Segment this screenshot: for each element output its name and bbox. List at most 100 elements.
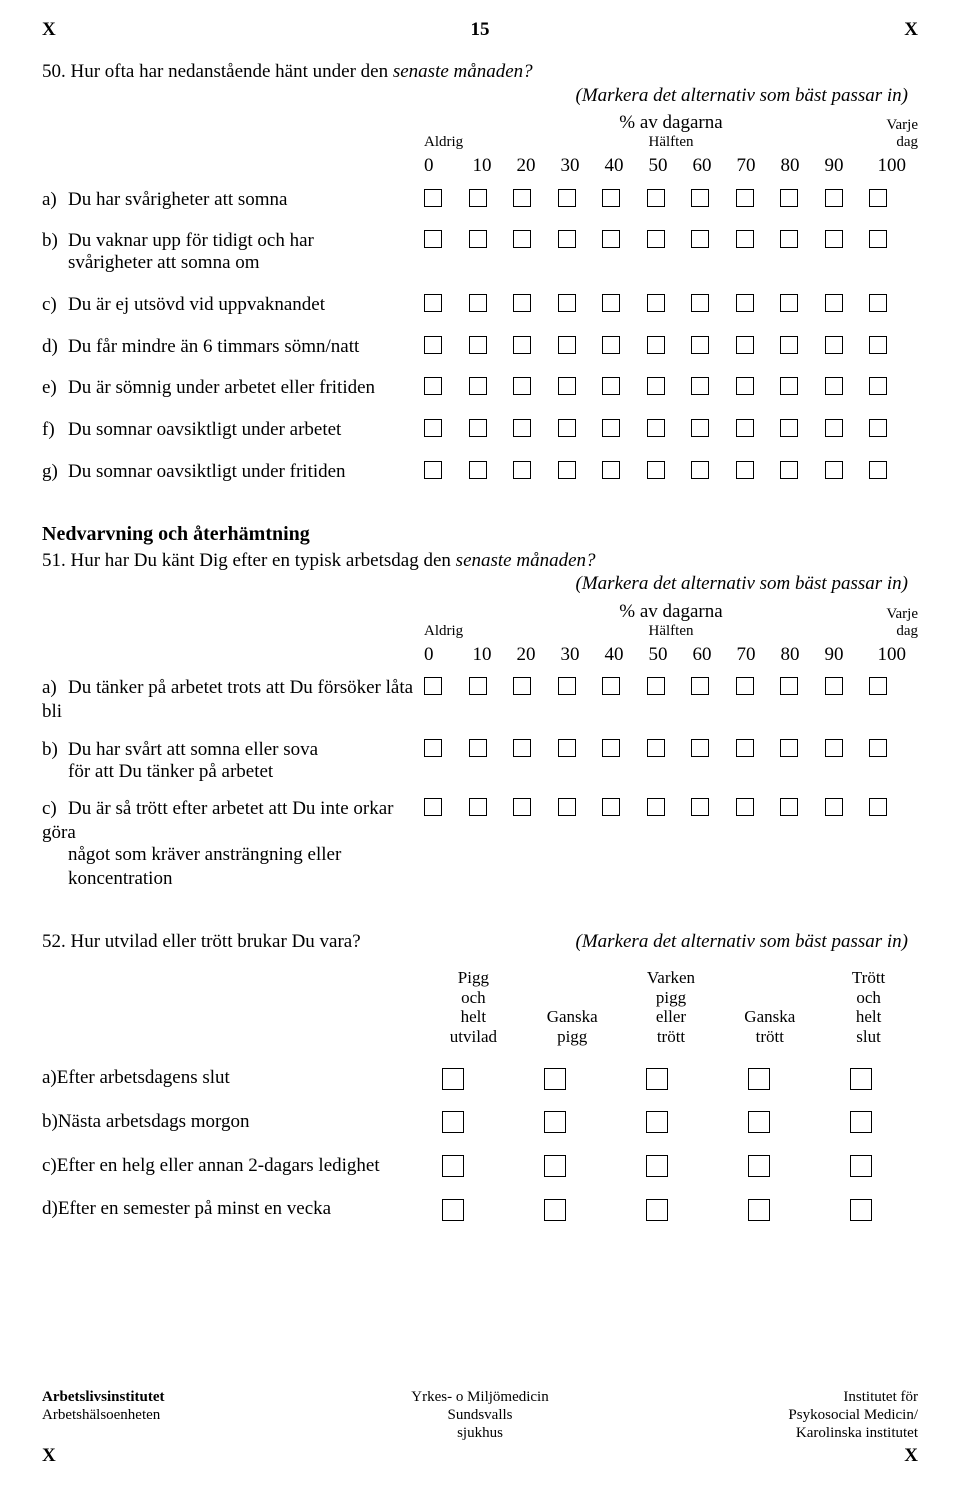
q51-a-checkbox-3[interactable] [558, 677, 576, 695]
q51-b-checkbox-2[interactable] [513, 739, 531, 757]
q50-b-checkbox-2[interactable] [513, 230, 531, 248]
q50-a-checkbox-10[interactable] [869, 189, 887, 207]
q50-c-checkbox-1[interactable] [469, 294, 487, 312]
q51-c-checkbox-8[interactable] [780, 798, 798, 816]
q50-e-checkbox-6[interactable] [691, 377, 709, 395]
q50-g-checkbox-3[interactable] [558, 461, 576, 479]
q50-c-checkbox-4[interactable] [602, 294, 620, 312]
q50-c-checkbox-5[interactable] [647, 294, 665, 312]
q52-d-checkbox-3[interactable] [748, 1199, 770, 1221]
q50-d-checkbox-2[interactable] [513, 336, 531, 354]
q52-c-checkbox-4[interactable] [850, 1155, 872, 1177]
q51-a-checkbox-2[interactable] [513, 677, 531, 695]
q51-b-checkbox-3[interactable] [558, 739, 576, 757]
q51-b-checkbox-7[interactable] [736, 739, 754, 757]
q50-a-checkbox-0[interactable] [424, 189, 442, 207]
q50-g-checkbox-6[interactable] [691, 461, 709, 479]
q51-b-checkbox-10[interactable] [869, 739, 887, 757]
q50-d-checkbox-7[interactable] [736, 336, 754, 354]
q52-b-checkbox-1[interactable] [544, 1111, 566, 1133]
q50-a-checkbox-3[interactable] [558, 189, 576, 207]
q52-b-checkbox-2[interactable] [646, 1111, 668, 1133]
q52-a-checkbox-2[interactable] [646, 1068, 668, 1090]
q52-c-checkbox-3[interactable] [748, 1155, 770, 1177]
q51-a-checkbox-7[interactable] [736, 677, 754, 695]
q50-a-checkbox-5[interactable] [647, 189, 665, 207]
q50-g-checkbox-7[interactable] [736, 461, 754, 479]
q50-c-checkbox-0[interactable] [424, 294, 442, 312]
q50-c-checkbox-8[interactable] [780, 294, 798, 312]
q51-c-checkbox-10[interactable] [869, 798, 887, 816]
q52-a-checkbox-0[interactable] [442, 1068, 464, 1090]
q50-a-checkbox-2[interactable] [513, 189, 531, 207]
q51-b-checkbox-4[interactable] [602, 739, 620, 757]
q50-a-checkbox-9[interactable] [825, 189, 843, 207]
q50-e-checkbox-3[interactable] [558, 377, 576, 395]
q51-b-checkbox-6[interactable] [691, 739, 709, 757]
q50-d-checkbox-5[interactable] [647, 336, 665, 354]
q50-e-checkbox-1[interactable] [469, 377, 487, 395]
q50-d-checkbox-1[interactable] [469, 336, 487, 354]
q50-f-checkbox-1[interactable] [469, 419, 487, 437]
q50-d-checkbox-0[interactable] [424, 336, 442, 354]
q52-b-checkbox-4[interactable] [850, 1111, 872, 1133]
q51-a-checkbox-0[interactable] [424, 677, 442, 695]
q50-f-checkbox-9[interactable] [825, 419, 843, 437]
q50-d-checkbox-8[interactable] [780, 336, 798, 354]
q50-b-checkbox-3[interactable] [558, 230, 576, 248]
q50-c-checkbox-2[interactable] [513, 294, 531, 312]
q50-d-checkbox-4[interactable] [602, 336, 620, 354]
q50-e-checkbox-8[interactable] [780, 377, 798, 395]
q50-f-checkbox-0[interactable] [424, 419, 442, 437]
q52-a-checkbox-4[interactable] [850, 1068, 872, 1090]
q50-e-checkbox-7[interactable] [736, 377, 754, 395]
q51-b-checkbox-8[interactable] [780, 739, 798, 757]
q51-a-checkbox-6[interactable] [691, 677, 709, 695]
q50-b-checkbox-1[interactable] [469, 230, 487, 248]
q51-a-checkbox-10[interactable] [869, 677, 887, 695]
q51-c-checkbox-4[interactable] [602, 798, 620, 816]
q50-e-checkbox-5[interactable] [647, 377, 665, 395]
q50-e-checkbox-10[interactable] [869, 377, 887, 395]
q51-c-checkbox-5[interactable] [647, 798, 665, 816]
q50-c-checkbox-10[interactable] [869, 294, 887, 312]
q50-a-checkbox-1[interactable] [469, 189, 487, 207]
q52-d-checkbox-4[interactable] [850, 1199, 872, 1221]
q50-b-checkbox-6[interactable] [691, 230, 709, 248]
q50-b-checkbox-4[interactable] [602, 230, 620, 248]
q50-g-checkbox-2[interactable] [513, 461, 531, 479]
q50-a-checkbox-7[interactable] [736, 189, 754, 207]
q50-e-checkbox-4[interactable] [602, 377, 620, 395]
q50-f-checkbox-10[interactable] [869, 419, 887, 437]
q50-b-checkbox-8[interactable] [780, 230, 798, 248]
q51-c-checkbox-9[interactable] [825, 798, 843, 816]
q51-a-checkbox-5[interactable] [647, 677, 665, 695]
q51-a-checkbox-4[interactable] [602, 677, 620, 695]
q50-e-checkbox-0[interactable] [424, 377, 442, 395]
q50-f-checkbox-5[interactable] [647, 419, 665, 437]
q50-g-checkbox-0[interactable] [424, 461, 442, 479]
q51-c-checkbox-2[interactable] [513, 798, 531, 816]
q50-b-checkbox-9[interactable] [825, 230, 843, 248]
q50-f-checkbox-3[interactable] [558, 419, 576, 437]
q51-c-checkbox-3[interactable] [558, 798, 576, 816]
q50-c-checkbox-9[interactable] [825, 294, 843, 312]
q50-g-checkbox-9[interactable] [825, 461, 843, 479]
q50-b-checkbox-7[interactable] [736, 230, 754, 248]
q50-c-checkbox-7[interactable] [736, 294, 754, 312]
q51-b-checkbox-5[interactable] [647, 739, 665, 757]
q51-c-checkbox-1[interactable] [469, 798, 487, 816]
q50-d-checkbox-10[interactable] [869, 336, 887, 354]
q50-c-checkbox-3[interactable] [558, 294, 576, 312]
q51-a-checkbox-8[interactable] [780, 677, 798, 695]
q50-f-checkbox-7[interactable] [736, 419, 754, 437]
q50-e-checkbox-9[interactable] [825, 377, 843, 395]
q52-b-checkbox-0[interactable] [442, 1111, 464, 1133]
q51-a-checkbox-9[interactable] [825, 677, 843, 695]
q50-d-checkbox-3[interactable] [558, 336, 576, 354]
q50-g-checkbox-10[interactable] [869, 461, 887, 479]
q50-a-checkbox-4[interactable] [602, 189, 620, 207]
q50-e-checkbox-2[interactable] [513, 377, 531, 395]
q52-a-checkbox-1[interactable] [544, 1068, 566, 1090]
q50-f-checkbox-2[interactable] [513, 419, 531, 437]
